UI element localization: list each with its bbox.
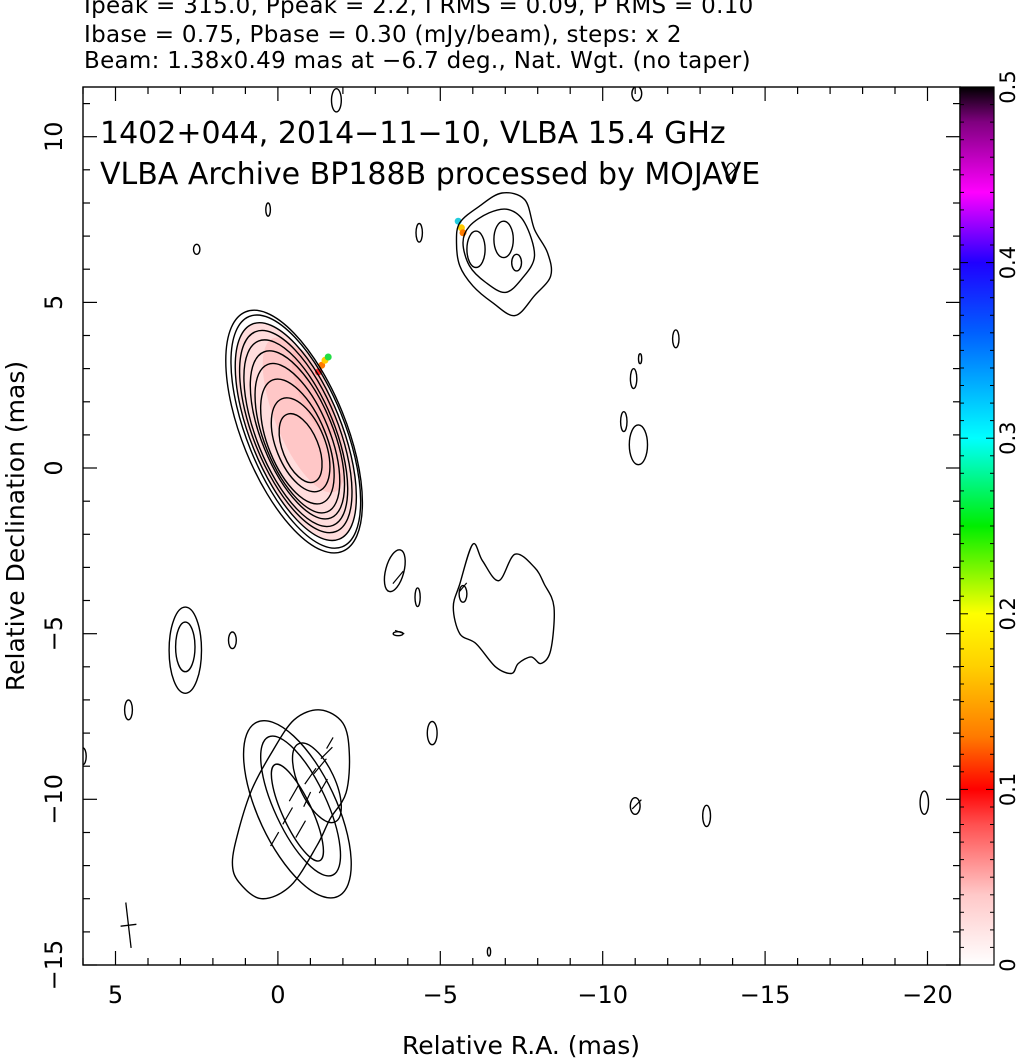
evpa-tick-0 [282,807,294,825]
header-line-1: Ipeak = 315.0, Ppeak = 2.2, I RMS = 0.09… [84,0,754,19]
core-contour-1 [270,397,331,493]
polarization-intensity-layer [235,217,467,541]
small-contour-2 [227,631,238,650]
jet-outer-contour [231,709,351,900]
small-contour-15 [628,424,649,466]
beam-minor-axis [120,923,137,927]
header-line-2: Ibase = 0.75, Pbase = 0.30 (mJy/beam), s… [84,22,682,48]
evpa-tick-6 [270,831,280,847]
core-contour-2 [259,378,335,505]
evpa-tick-3 [304,767,317,785]
small-contour-1 [168,606,203,695]
colorbar-label: 0.1 [996,773,1020,806]
small-contour-13 [486,946,492,957]
colorbar [960,87,994,965]
knot-mid-contour [462,208,536,294]
small-contour-22 [701,804,712,828]
core-contour-5 [243,339,349,528]
small-contour-20 [725,162,737,184]
jet-contour-3 [242,719,352,899]
x-tick-label: −20 [902,981,953,1009]
knot-inner-contour-0 [466,230,486,269]
colorbar-label: 0.2 [996,597,1020,630]
beam-marker [120,902,137,948]
polarization-region-2 [291,348,336,436]
core-contour-0 [278,412,323,484]
small-contour-7 [415,222,424,243]
knot-inner-contour-1 [493,220,514,259]
y-axis-label: Relative Declination (mas) [1,361,30,691]
diffuse-component-contour [452,542,555,675]
colorbar-label: 0.3 [996,421,1020,454]
small-contour-9 [414,587,421,608]
jet-contour-1 [291,742,342,824]
colorbar-label: 0 [996,958,1020,971]
small-contour-3 [123,699,134,721]
x-tick-label: −5 [423,981,458,1009]
y-tick-labels: −15 −10 −5 0 5 10 [40,121,68,990]
evpa-tick-14 [726,168,736,178]
colorbar-label: 0.5 [996,70,1020,103]
y-tick-label: 0 [40,460,68,475]
small-contour-4 [192,243,201,256]
y-tick-label: −15 [40,940,68,991]
core-contour-7 [234,322,358,542]
evpa-tick-5 [320,746,333,760]
colorbar-ticks [960,86,994,966]
core-contour-6 [238,329,353,534]
small-contour-21 [629,797,641,816]
small-contour-0 [174,621,196,673]
colorbar-labels: 0 0.1 0.2 0.3 0.4 0.5 [996,70,1020,971]
x-tick-label: 0 [270,981,285,1009]
evpa-tick-11 [394,629,405,635]
polarization-region-1 [262,337,346,493]
evpa-tick-2 [295,820,307,838]
small-contour-23 [919,790,930,816]
knot-outer-contour [455,192,553,317]
small-contour-14 [619,411,628,433]
evpa-tick-9 [326,737,334,749]
small-contour-17 [637,353,643,365]
knot-inner-contour-2 [510,253,523,272]
y-tick-label: −5 [40,616,68,651]
small-contour-8 [383,549,406,593]
jet-contour-2 [259,735,342,877]
x-tick-label: −10 [577,981,628,1009]
evpa-tick-1 [288,784,300,802]
evpa-tick-8 [318,778,328,794]
evpa-tick-13 [631,799,642,810]
small-contour-12 [426,720,438,746]
small-contour-16 [629,368,638,390]
header-line-3: Beam: 1.38x0.49 mas at −6.7 deg., Nat. W… [84,48,751,74]
axis-ticks [82,87,961,966]
chart-title-line-1: 1402+044, 2014−11−10, VLBA 15.4 GHz [100,116,726,151]
small-contour-19 [631,87,643,102]
small-contour-18 [671,329,680,349]
core-contour-3 [254,362,341,514]
core-contour-8 [230,314,362,549]
evpa-tick-10 [392,570,404,584]
small-contour-11 [458,584,468,603]
evpa-tick-4 [313,758,327,775]
polarization-hotspot-3 [324,353,332,361]
x-tick-label: −15 [740,981,791,1009]
evpa-ticks [270,168,736,847]
x-axis-label: Relative R.A. (mas) [402,1031,640,1060]
y-tick-label: 10 [40,121,68,152]
small-contour-5 [265,202,272,217]
evpa-tick-7 [303,791,312,807]
core-contour-4 [249,350,346,520]
small-contour-6 [330,88,343,113]
intensity-contours [83,87,930,957]
colorbar-label: 0.4 [996,246,1020,279]
y-tick-label: −10 [40,774,68,825]
chart-title-line-2: VLBA Archive BP188B processed by MOJAVE [100,157,760,192]
evpa-tick-12 [458,582,468,592]
core-contour-9 [225,309,364,554]
x-tick-labels: 5 0 −5 −10 −15 −20 [108,981,953,1009]
y-tick-label: 5 [40,295,68,310]
x-tick-label: 5 [108,981,123,1009]
